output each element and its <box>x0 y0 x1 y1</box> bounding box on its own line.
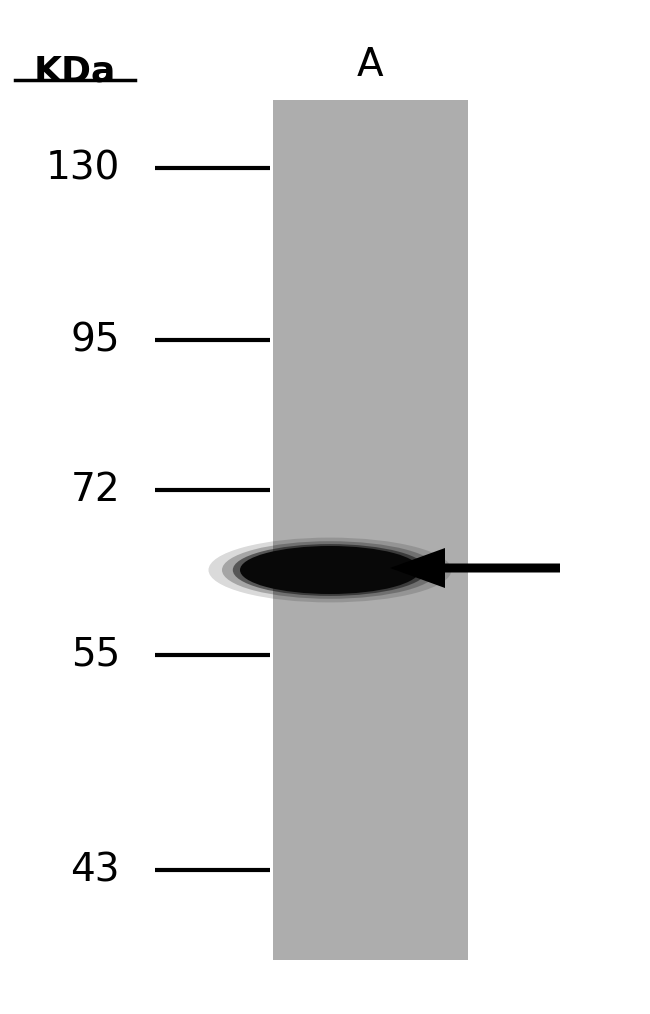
FancyArrow shape <box>390 548 560 588</box>
Text: KDa: KDa <box>34 55 116 89</box>
Ellipse shape <box>222 541 438 599</box>
Text: 55: 55 <box>71 636 120 674</box>
Ellipse shape <box>209 537 452 602</box>
Text: A: A <box>357 46 384 84</box>
Text: 130: 130 <box>46 149 120 187</box>
Ellipse shape <box>240 546 420 594</box>
Text: 95: 95 <box>70 321 120 359</box>
Ellipse shape <box>233 545 427 596</box>
Text: 43: 43 <box>70 851 120 889</box>
Bar <box>273 100 468 960</box>
Text: 72: 72 <box>70 470 120 509</box>
